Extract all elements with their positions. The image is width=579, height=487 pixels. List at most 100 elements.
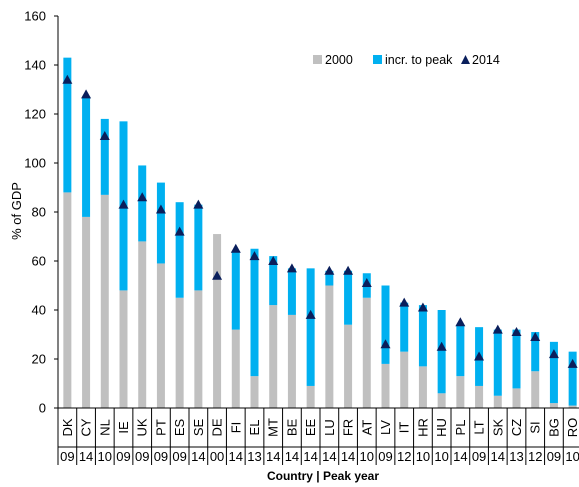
bar-incr-IT xyxy=(400,302,409,352)
marker-2014-SI xyxy=(530,331,541,341)
bar-2000-HR xyxy=(418,366,427,408)
y-axis-title: % of GDP xyxy=(9,182,24,240)
bar-incr-EE xyxy=(306,268,315,386)
marker-2014-IE xyxy=(118,199,129,209)
x-peak-year-label-AT: 10 xyxy=(360,449,374,464)
y-tick-label: 160 xyxy=(24,9,46,24)
marker-2014-PL xyxy=(455,317,466,327)
bar-2000-ES xyxy=(175,297,184,408)
bar-2000-LT xyxy=(475,385,484,408)
bar-incr-BE xyxy=(287,268,296,315)
x-tick-label-BG: BG xyxy=(546,418,561,437)
marker-2014-MT xyxy=(268,256,279,265)
marker-2014-CY xyxy=(81,89,92,99)
marker-2014-RO xyxy=(567,358,578,368)
markers xyxy=(62,74,578,368)
x-peak-year-label-EE: 14 xyxy=(303,449,317,464)
x-peak-year-label-NL: 10 xyxy=(98,449,112,464)
x-peak-year-label-LU: 14 xyxy=(322,449,336,464)
marker-2014-NL xyxy=(99,131,110,141)
x-peak-year-label-HU: 10 xyxy=(434,449,448,464)
bar-incr-NL xyxy=(100,118,109,195)
marker-2014-IT xyxy=(399,297,410,307)
x-tick-label-UK: UK xyxy=(135,418,150,436)
x-tick-label-HR: HR xyxy=(415,418,430,437)
x-peak-year-label-PL: 14 xyxy=(453,449,467,464)
x-peak-year-label-LT: 09 xyxy=(472,449,486,464)
x-tick-label-NL: NL xyxy=(97,419,112,436)
bar-2000-NL xyxy=(100,194,109,408)
legend-label-2000: 2000 xyxy=(325,53,353,67)
x-peak-year-label-UK: 09 xyxy=(135,449,149,464)
bar-2000-DK xyxy=(63,192,72,408)
marker-2014-LU xyxy=(324,265,335,275)
x-peak-year-label-RO: 10 xyxy=(565,449,579,464)
marker-2014-LT xyxy=(474,351,485,361)
x-tick-label-EE: EE xyxy=(303,419,318,437)
bar-incr-MT xyxy=(269,256,278,306)
y-axis-ticks: 0 20 40 60 80 100 120 140 160 xyxy=(24,9,59,416)
bar-2000-PL xyxy=(456,376,465,408)
x-tick-label-DK: DK xyxy=(60,418,75,436)
x-peak-year-label-DE: 00 xyxy=(210,449,224,464)
bar-2000-LV xyxy=(381,363,390,408)
bar-2000-EL xyxy=(250,376,259,408)
x-peak-year-label-IT: 12 xyxy=(397,449,411,464)
bar-incr-LU xyxy=(325,270,334,286)
y-tick-label: 40 xyxy=(32,303,46,318)
x-tick-label-MT: MT xyxy=(266,418,281,437)
bar-incr-CY xyxy=(82,96,91,217)
bar-incr-FR xyxy=(344,270,353,325)
x-tick-label-DE: DE xyxy=(210,418,225,436)
bar-incr-ES xyxy=(175,202,184,298)
x-tick-label-HU: HU xyxy=(434,418,449,437)
bar-incr-HR xyxy=(418,305,427,367)
x-peak-year-label-BG: 09 xyxy=(547,449,561,464)
y-tick-label: 100 xyxy=(24,156,46,171)
x-tick-label-BE: BE xyxy=(284,419,299,437)
marker-2014-HR xyxy=(417,302,428,312)
x-peak-year-label-PT: 09 xyxy=(154,449,168,464)
x-peak-year-label-CY: 14 xyxy=(79,449,93,464)
bar-2000-SE xyxy=(194,290,203,408)
bar-incr-RO xyxy=(568,351,577,406)
x-peak-year-label-BE: 14 xyxy=(285,449,299,464)
marker-2014-FI xyxy=(230,243,241,253)
bar-2000-AT xyxy=(362,297,371,408)
bar-incr-BG xyxy=(549,341,558,404)
marker-2014-DE xyxy=(212,270,223,280)
bar-incr-FI xyxy=(231,251,240,330)
bar-2000-DE xyxy=(213,234,222,408)
legend-swatch-2014 xyxy=(461,55,470,64)
x-tick-label-SI: SI xyxy=(528,421,543,433)
x-tick-label-CZ: CZ xyxy=(509,419,524,436)
x-peak-year-label-FR: 14 xyxy=(341,449,355,464)
bar-incr-LV xyxy=(381,285,390,364)
bar-2000-BE xyxy=(287,314,296,408)
marker-2014-UK xyxy=(137,192,148,202)
marker-2014-AT xyxy=(361,278,372,288)
marker-2014-HU xyxy=(436,341,447,351)
legend: 2000 incr. to peak 2014 xyxy=(313,53,500,67)
legend-label-incr-to-peak: incr. to peak xyxy=(385,53,453,67)
x-peak-year-label-LV: 09 xyxy=(378,449,392,464)
x-tick-label-RO: RO xyxy=(565,418,579,438)
x-peak-year-label-IE: 09 xyxy=(116,449,130,464)
x-peak-year-label-HR: 10 xyxy=(416,449,430,464)
x-tick-label-PT: PT xyxy=(153,419,168,436)
x-axis-title: Country | Peak year xyxy=(267,469,379,483)
x-peak-year-label-FI: 14 xyxy=(229,449,243,464)
marker-2014-EE xyxy=(305,309,316,319)
x-tick-label-SE: SE xyxy=(191,419,206,437)
y-tick-label: 0 xyxy=(39,401,46,416)
x-tick-label-SK: SK xyxy=(490,419,505,437)
x-tick-label-LU: LU xyxy=(322,419,337,436)
bar-2000-SI xyxy=(531,371,540,408)
bar-2000-RO xyxy=(568,405,577,408)
bar-2000-FR xyxy=(344,324,353,408)
bar-incr-HU xyxy=(437,310,446,394)
x-tick-label-LV: LV xyxy=(378,420,393,435)
y-tick-label: 60 xyxy=(32,254,46,269)
marker-2014-PT xyxy=(155,204,166,214)
marker-2014-LV xyxy=(380,339,391,349)
